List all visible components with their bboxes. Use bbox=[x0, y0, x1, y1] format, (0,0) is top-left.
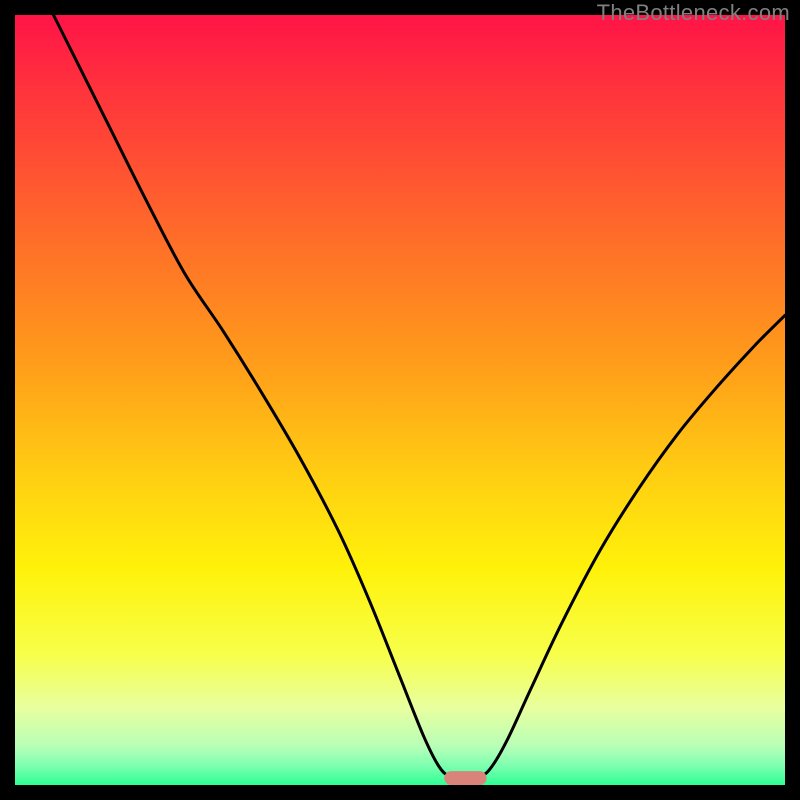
plot-svg bbox=[15, 15, 785, 785]
chart-stage: TheBottleneck.com bbox=[0, 0, 800, 800]
gradient-background bbox=[15, 15, 785, 785]
optimal-point-marker bbox=[444, 771, 486, 785]
plot-area bbox=[15, 15, 785, 785]
watermark-text: TheBottleneck.com bbox=[597, 0, 790, 26]
